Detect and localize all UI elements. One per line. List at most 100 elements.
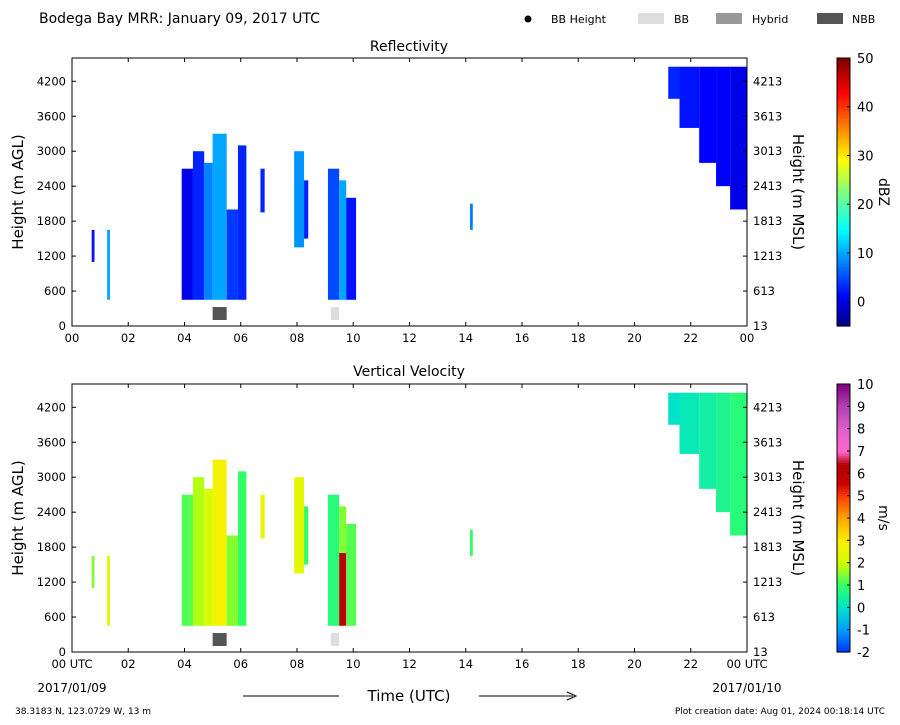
x-tick-label: 02 — [121, 657, 136, 671]
y-tick-right-label: 1213 — [753, 249, 782, 263]
data-cell — [327, 168, 340, 300]
colorbar-segment — [837, 547, 850, 550]
colorbar-segment — [837, 616, 850, 620]
colorbar-segment — [837, 585, 850, 588]
colorbar-segment — [837, 435, 850, 439]
colorbar-segment — [837, 113, 850, 117]
colorbar-segment — [837, 571, 850, 575]
colorbar-segment — [837, 178, 850, 182]
x-tick-label: 04 — [177, 331, 192, 345]
x-tick-label: 08 — [290, 657, 305, 671]
colorbar-tick-label: 2 — [857, 557, 865, 572]
colorbar-tick-label: 40 — [857, 101, 874, 116]
colorbar-segment — [837, 417, 850, 421]
colorbar-segment — [837, 285, 850, 289]
colorbar-segment — [837, 156, 850, 160]
colorbar-segment — [837, 270, 850, 273]
colorbar-segment — [837, 549, 850, 553]
x-tick-label: 12 — [402, 331, 417, 345]
colorbar-segment — [837, 593, 850, 597]
colorbar-segment — [837, 245, 850, 249]
reflectivity-x-axis: 00 02 04 06 08 10 12 14 16 18 20 22 00 — [65, 58, 754, 345]
colorbar-segment — [837, 513, 850, 517]
colorbar-segment — [837, 252, 850, 256]
colorbar-segment — [837, 562, 850, 566]
data-cell — [716, 66, 731, 187]
colorbar-segment — [837, 283, 850, 287]
data-cell — [730, 392, 747, 536]
data-cell — [181, 494, 193, 626]
data-cell — [91, 555, 95, 588]
data-cell — [346, 523, 357, 626]
colorbar-segment — [837, 511, 850, 515]
x-tick-label: 14 — [458, 331, 473, 345]
x-tick-label: 12 — [402, 657, 417, 671]
colorbar-segment — [837, 558, 850, 562]
colorbar-segment — [837, 142, 850, 146]
colorbar-segment — [837, 462, 850, 465]
colorbar-segment — [837, 622, 850, 626]
colorbar-segment — [837, 194, 850, 198]
colorbar-segment — [837, 493, 850, 497]
colorbar-segment — [837, 638, 850, 642]
colorbar-segment — [837, 540, 850, 544]
colorbar-segment — [837, 578, 850, 582]
colorbar-segment — [837, 69, 850, 72]
colorbar-segment — [837, 415, 850, 419]
reflectivity-plot-frame — [71, 57, 748, 327]
colorbar-segment — [837, 591, 850, 595]
colorbar-segment — [837, 404, 850, 407]
colorbar-segment — [837, 634, 850, 637]
colorbar-segment — [837, 428, 850, 432]
colorbar-segment — [837, 323, 850, 327]
data-cell — [107, 555, 110, 626]
colorbar-segment — [837, 531, 850, 535]
colorbar-segment — [837, 272, 850, 276]
legend-marker-bb — [638, 13, 664, 24]
x-tick-label: 00 UTC — [51, 657, 92, 671]
data-cell — [237, 145, 247, 300]
colorbar-segment — [837, 149, 850, 153]
colorbar-tick-label: -1 — [857, 624, 870, 639]
colorbar-segment — [837, 279, 850, 282]
reflectivity-bb-markers — [212, 307, 340, 320]
x-tick-label: 10 — [346, 331, 361, 345]
colorbar-segment — [837, 122, 850, 126]
colorbar-segment — [837, 504, 850, 508]
colorbar-segment — [837, 477, 850, 481]
data-cell — [668, 66, 680, 99]
colorbar-segment — [837, 104, 850, 108]
y-tick-right-label: 1813 — [753, 540, 782, 554]
colorbar-segment — [837, 281, 850, 285]
y-tick-right-label: 4213 — [753, 74, 782, 88]
data-cell — [339, 180, 347, 300]
legend-label-bb: BB — [674, 13, 689, 26]
colorbar-segment — [837, 218, 850, 222]
velocity-cells — [91, 392, 747, 626]
data-cell — [226, 535, 238, 626]
colorbar-segment — [837, 518, 850, 521]
x-tick-label: 18 — [571, 657, 586, 671]
data-cell — [339, 552, 347, 626]
reflectivity-panel: Reflectivity 00 02 04 06 08 10 12 14 16 18 20 22 00 … — [9, 39, 891, 345]
y-tick-label: 4200 — [37, 74, 66, 88]
colorbar-segment — [837, 82, 850, 86]
legend-label-bb-height: BB Height — [551, 13, 607, 26]
colorbar-segment — [837, 111, 850, 115]
colorbar-segment — [837, 80, 850, 84]
colorbar-segment — [837, 299, 850, 303]
data-cell — [304, 180, 309, 239]
colorbar-segment — [837, 256, 850, 260]
colorbar-segment — [837, 640, 850, 644]
reflectivity-y-axis-right: 13 613 1213 1813 2413 3013 3613 4213 — [743, 74, 782, 333]
colorbar-segment — [837, 437, 850, 441]
data-cell — [260, 494, 265, 539]
colorbar-segment — [837, 312, 850, 316]
start-date: 2017/01/09 — [37, 681, 106, 695]
colorbar-segment — [837, 73, 850, 77]
colorbar-segment — [837, 125, 850, 128]
colorbar-segment — [837, 180, 850, 184]
y-tick-label: 3600 — [37, 109, 66, 123]
colorbar-segment — [837, 529, 850, 532]
colorbar-segment — [837, 296, 850, 300]
